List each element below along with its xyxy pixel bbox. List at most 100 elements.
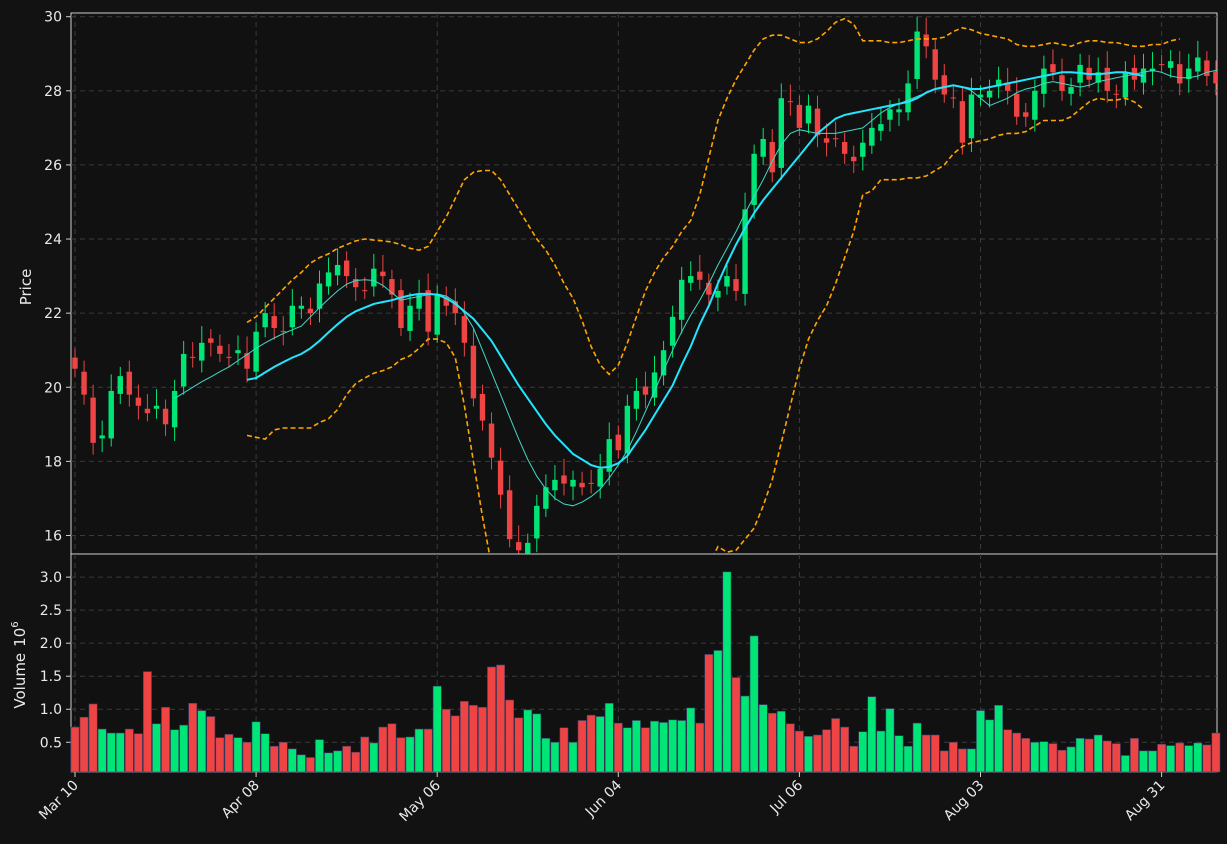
volume-bar xyxy=(550,741,560,773)
candle-body xyxy=(434,294,440,335)
volume-bar xyxy=(1039,741,1049,773)
volume-bar xyxy=(115,732,125,773)
volume-unit-base: 10 xyxy=(11,628,29,647)
candle-body xyxy=(1167,61,1174,68)
candle-body xyxy=(380,271,386,277)
volume-bar xyxy=(432,685,442,773)
volume-bar xyxy=(378,726,388,773)
volume-bar xyxy=(722,571,732,773)
volume-bar xyxy=(260,733,270,773)
candle-body xyxy=(525,542,531,554)
candle-body xyxy=(615,434,621,451)
volume-bar xyxy=(170,729,180,773)
price-tick-label: 16 xyxy=(44,528,62,544)
candle-body xyxy=(1004,82,1011,91)
candle-body xyxy=(488,423,495,458)
candle-body xyxy=(398,290,404,328)
bollinger-upper-line xyxy=(246,17,1180,376)
candle-body xyxy=(688,276,694,283)
candle-body xyxy=(208,338,214,343)
price-tick-label: 24 xyxy=(44,232,62,248)
volume-bar xyxy=(496,664,505,773)
volume-bar xyxy=(152,723,161,773)
volume-bar xyxy=(1030,741,1040,773)
candle-body xyxy=(706,282,712,295)
volume-bar xyxy=(1057,749,1067,773)
candle-body xyxy=(443,297,449,306)
candle-body xyxy=(597,468,603,487)
volume-tick-label: 0.5 xyxy=(40,735,62,751)
candle-body xyxy=(552,479,558,491)
candle-body xyxy=(941,75,947,95)
volume-bar xyxy=(930,734,940,773)
candle-body xyxy=(841,141,848,154)
volume-axis-label-text: Volume xyxy=(11,653,29,709)
candle-body xyxy=(1195,57,1201,72)
volume-bar xyxy=(396,737,406,773)
volume-bar xyxy=(1075,738,1085,773)
volume-bar xyxy=(822,729,831,773)
volume-bar xyxy=(686,707,696,773)
volume-bar xyxy=(731,677,741,773)
volume-panel: 0.5 1.0 1.5 2.0 2.5 3.0 Volume 106 xyxy=(10,553,1221,773)
volume-bar xyxy=(387,723,397,773)
volume-bar xyxy=(704,654,714,773)
volume-bar xyxy=(849,745,859,773)
volume-bar xyxy=(369,742,379,773)
candle-body xyxy=(298,305,305,309)
candle-body xyxy=(760,138,766,157)
volume-bar xyxy=(1130,738,1139,773)
price-tick-label: 18 xyxy=(44,454,62,470)
candle-body xyxy=(416,294,422,309)
candle-body xyxy=(407,305,413,331)
candle-body xyxy=(1050,64,1056,73)
volume-bar xyxy=(1175,742,1185,773)
candle-body xyxy=(751,153,757,205)
volume-bar xyxy=(668,719,678,773)
volume-bar xyxy=(441,708,451,773)
candle-body xyxy=(860,142,866,157)
volume-bar xyxy=(641,727,650,773)
candle-body xyxy=(1095,72,1101,83)
candle-body xyxy=(452,301,459,314)
volume-bar xyxy=(622,727,632,773)
volume-bar xyxy=(1157,743,1166,773)
candle-body xyxy=(787,101,794,103)
volume-bar xyxy=(133,733,143,773)
volume-bar xyxy=(1048,743,1058,773)
volume-bar xyxy=(885,708,895,773)
candle-body xyxy=(633,390,640,409)
candle-body xyxy=(570,479,576,487)
candle-body xyxy=(660,350,667,376)
candle-body xyxy=(1113,93,1120,95)
candle-body xyxy=(479,393,486,421)
volume-bar xyxy=(124,728,134,773)
candle-body xyxy=(497,460,504,495)
candle-body xyxy=(1068,87,1074,94)
candle-body xyxy=(778,98,784,168)
candle-body xyxy=(271,316,277,328)
volume-bar xyxy=(695,722,705,773)
candle-body xyxy=(1213,71,1217,84)
bollinger-lower-line xyxy=(246,97,1145,554)
volume-bar xyxy=(1148,750,1157,773)
volume-bar xyxy=(749,635,759,773)
volume-bar xyxy=(659,722,668,773)
volume-bar xyxy=(595,716,605,773)
candle-body xyxy=(1158,64,1165,66)
candle-body xyxy=(1041,68,1047,94)
candle-body xyxy=(878,124,884,131)
price-panel: 16 18 20 22 24 26 28 30 Price xyxy=(17,10,1218,555)
candle-body xyxy=(334,264,341,276)
volume-bar xyxy=(921,734,931,773)
volume-bar xyxy=(813,734,822,773)
candle-body xyxy=(289,305,296,328)
volume-bar xyxy=(1202,744,1212,773)
price-axis-ticks: 16 18 20 22 24 26 28 30 xyxy=(44,10,71,544)
candle-body xyxy=(534,505,540,539)
volume-bar xyxy=(459,701,469,773)
price-tick-label: 30 xyxy=(44,10,62,26)
candle-body xyxy=(316,283,323,309)
volume-bar xyxy=(677,720,687,773)
